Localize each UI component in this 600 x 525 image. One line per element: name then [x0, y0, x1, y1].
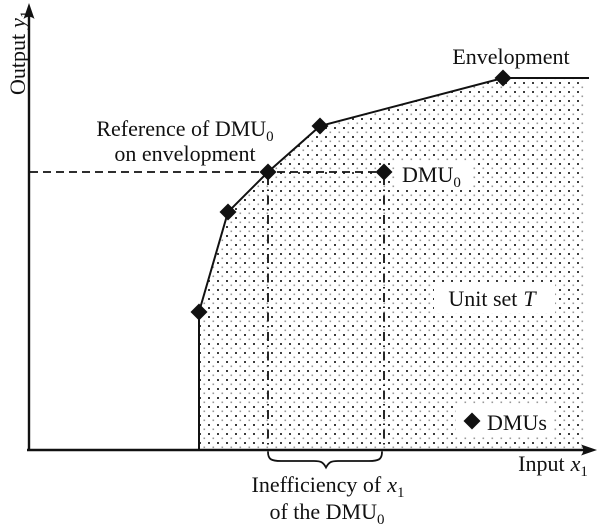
reference-label-line1: Reference of DMU0 [96, 116, 273, 145]
dmu-markers-layer [190, 69, 512, 430]
frontier-point-4 [494, 69, 512, 87]
unit-set-region [199, 78, 584, 450]
frontier-point-2 [219, 203, 237, 221]
envelopment-label: Envelopment [452, 44, 569, 69]
dmu0-label-backing [397, 161, 473, 190]
inefficiency-label-line2: of the DMU0 [269, 499, 384, 525]
y-axis-arrow-icon [23, 3, 35, 19]
x-axis-label: Input x1 [518, 451, 588, 480]
unit-set-label: Unit set T [448, 286, 537, 311]
y-axis-label: Outputy1 [5, 11, 34, 95]
legend-dmu-marker [463, 412, 481, 430]
dmus-legend-label: DMUs [487, 410, 547, 435]
reference-point [259, 163, 277, 181]
dmu0-label: DMU0 [402, 162, 461, 191]
dmu0-point [375, 163, 393, 181]
x-axis-arrow-icon [581, 444, 597, 456]
frontier-point-1 [190, 303, 208, 321]
unit-set-label-backing [434, 283, 555, 313]
inefficiency-label-line1: Inefficiency of x1 [252, 472, 405, 501]
inefficiency-brace [267, 451, 383, 470]
reference-label-line2: on envelopment [114, 141, 255, 166]
frontier-point-3 [311, 117, 329, 135]
